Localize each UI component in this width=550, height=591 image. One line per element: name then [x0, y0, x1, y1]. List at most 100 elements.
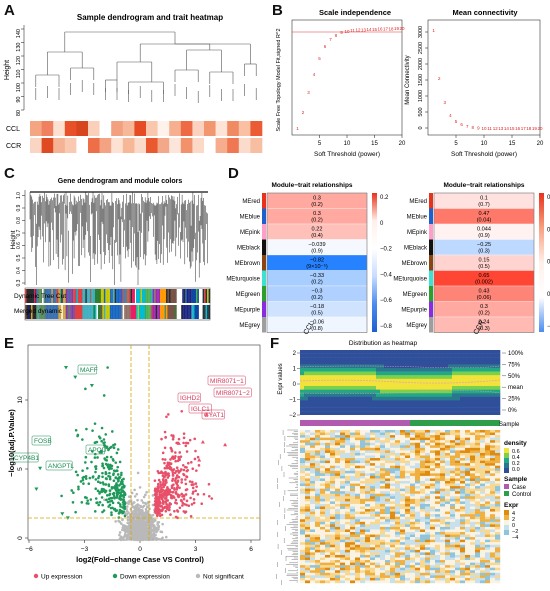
point-up — [162, 452, 165, 455]
expr-cell — [330, 461, 335, 464]
power-point: 9 — [340, 30, 343, 35]
point-up — [190, 515, 193, 518]
expr-cell — [415, 509, 420, 512]
expr-cell — [415, 535, 420, 538]
expr-cell — [305, 519, 310, 522]
module-color — [166, 289, 168, 303]
expr-cell — [375, 535, 380, 538]
panel-c-label: C — [4, 165, 15, 182]
density-cell — [300, 354, 304, 358]
expr-cell — [410, 540, 415, 543]
density-cell — [360, 375, 364, 379]
expr-values-ylabel: Expr values — [278, 363, 284, 394]
point-down — [85, 456, 88, 459]
density-cell — [380, 382, 384, 386]
density-cell — [476, 386, 480, 390]
point-ns — [132, 520, 135, 523]
expr-cell — [355, 519, 360, 522]
module-color — [160, 289, 162, 303]
expr-cell — [310, 501, 315, 504]
density-cell — [428, 364, 432, 368]
expr-cell — [425, 540, 430, 543]
expr-cell — [480, 519, 485, 522]
density-cell — [376, 411, 380, 415]
density-cell — [480, 372, 484, 376]
expr-cell — [450, 517, 455, 520]
expr-cell — [490, 540, 495, 543]
point-up — [194, 450, 197, 453]
density-cell — [360, 357, 364, 361]
expr-cell — [440, 507, 445, 510]
density-cell — [332, 386, 336, 390]
module-color — [67, 289, 69, 303]
module-color-swatch — [429, 224, 433, 240]
density-cell — [444, 400, 448, 404]
expr-cell — [400, 478, 405, 481]
expr-cell — [450, 532, 455, 535]
expr-cell — [435, 461, 440, 464]
module-color — [101, 289, 103, 303]
density-cell — [316, 357, 320, 361]
expr-cell — [390, 489, 395, 492]
point-up — [183, 474, 186, 477]
expr-cell — [350, 507, 355, 510]
density-cell — [456, 404, 460, 408]
legend-dot — [113, 574, 117, 578]
density-cell — [412, 357, 416, 361]
expr-cell — [475, 471, 480, 474]
density-cell — [376, 382, 380, 386]
expr-cell — [400, 496, 405, 499]
point-up — [157, 507, 160, 510]
expr-cell — [305, 537, 310, 540]
expr-cell — [490, 524, 495, 527]
expr-cell — [465, 512, 470, 515]
expr-cell — [410, 537, 415, 540]
expr-cell — [310, 445, 315, 448]
expr-cell — [320, 529, 325, 532]
expr-cell — [320, 484, 325, 487]
point-up — [170, 494, 173, 497]
expr-cell — [300, 542, 305, 545]
expr-cell — [350, 517, 355, 520]
expr-cell — [320, 545, 325, 548]
expr-cell — [480, 512, 485, 515]
density-cell — [404, 361, 408, 365]
expr-cell — [360, 438, 365, 441]
expr-cell — [365, 448, 370, 451]
expr-cell — [420, 507, 425, 510]
expr-cell — [305, 509, 310, 512]
density-cell — [344, 386, 348, 390]
expr-cell — [445, 471, 450, 474]
expr-cell — [455, 478, 460, 481]
expr-cell — [430, 463, 435, 466]
expr-cell — [415, 507, 420, 510]
expr-cell — [455, 456, 460, 459]
density-cell — [352, 386, 356, 390]
expr-cell — [405, 440, 410, 443]
point-down — [117, 477, 120, 480]
module-color — [129, 305, 131, 319]
expr-cell — [460, 509, 465, 512]
heat-cell — [192, 121, 204, 136]
point-up — [157, 510, 160, 513]
module-color-swatch — [429, 255, 433, 271]
expr-cell — [420, 466, 425, 469]
point-up — [164, 506, 167, 509]
expr-cell — [485, 489, 490, 492]
density-cell — [436, 372, 440, 376]
expr-cell — [330, 484, 335, 487]
point-down — [96, 441, 99, 444]
expr-cell — [310, 453, 315, 456]
expr-cell — [450, 504, 455, 507]
density-cell — [392, 357, 396, 361]
point-up — [181, 504, 184, 507]
expr-cell — [425, 504, 430, 507]
density-cell — [468, 350, 472, 354]
expr-cell — [455, 532, 460, 535]
density-cell — [356, 404, 360, 408]
expr-cell — [315, 507, 320, 510]
module-color — [132, 289, 134, 303]
density-cell — [308, 382, 312, 386]
expr-cell — [315, 522, 320, 525]
point-up — [182, 442, 185, 445]
